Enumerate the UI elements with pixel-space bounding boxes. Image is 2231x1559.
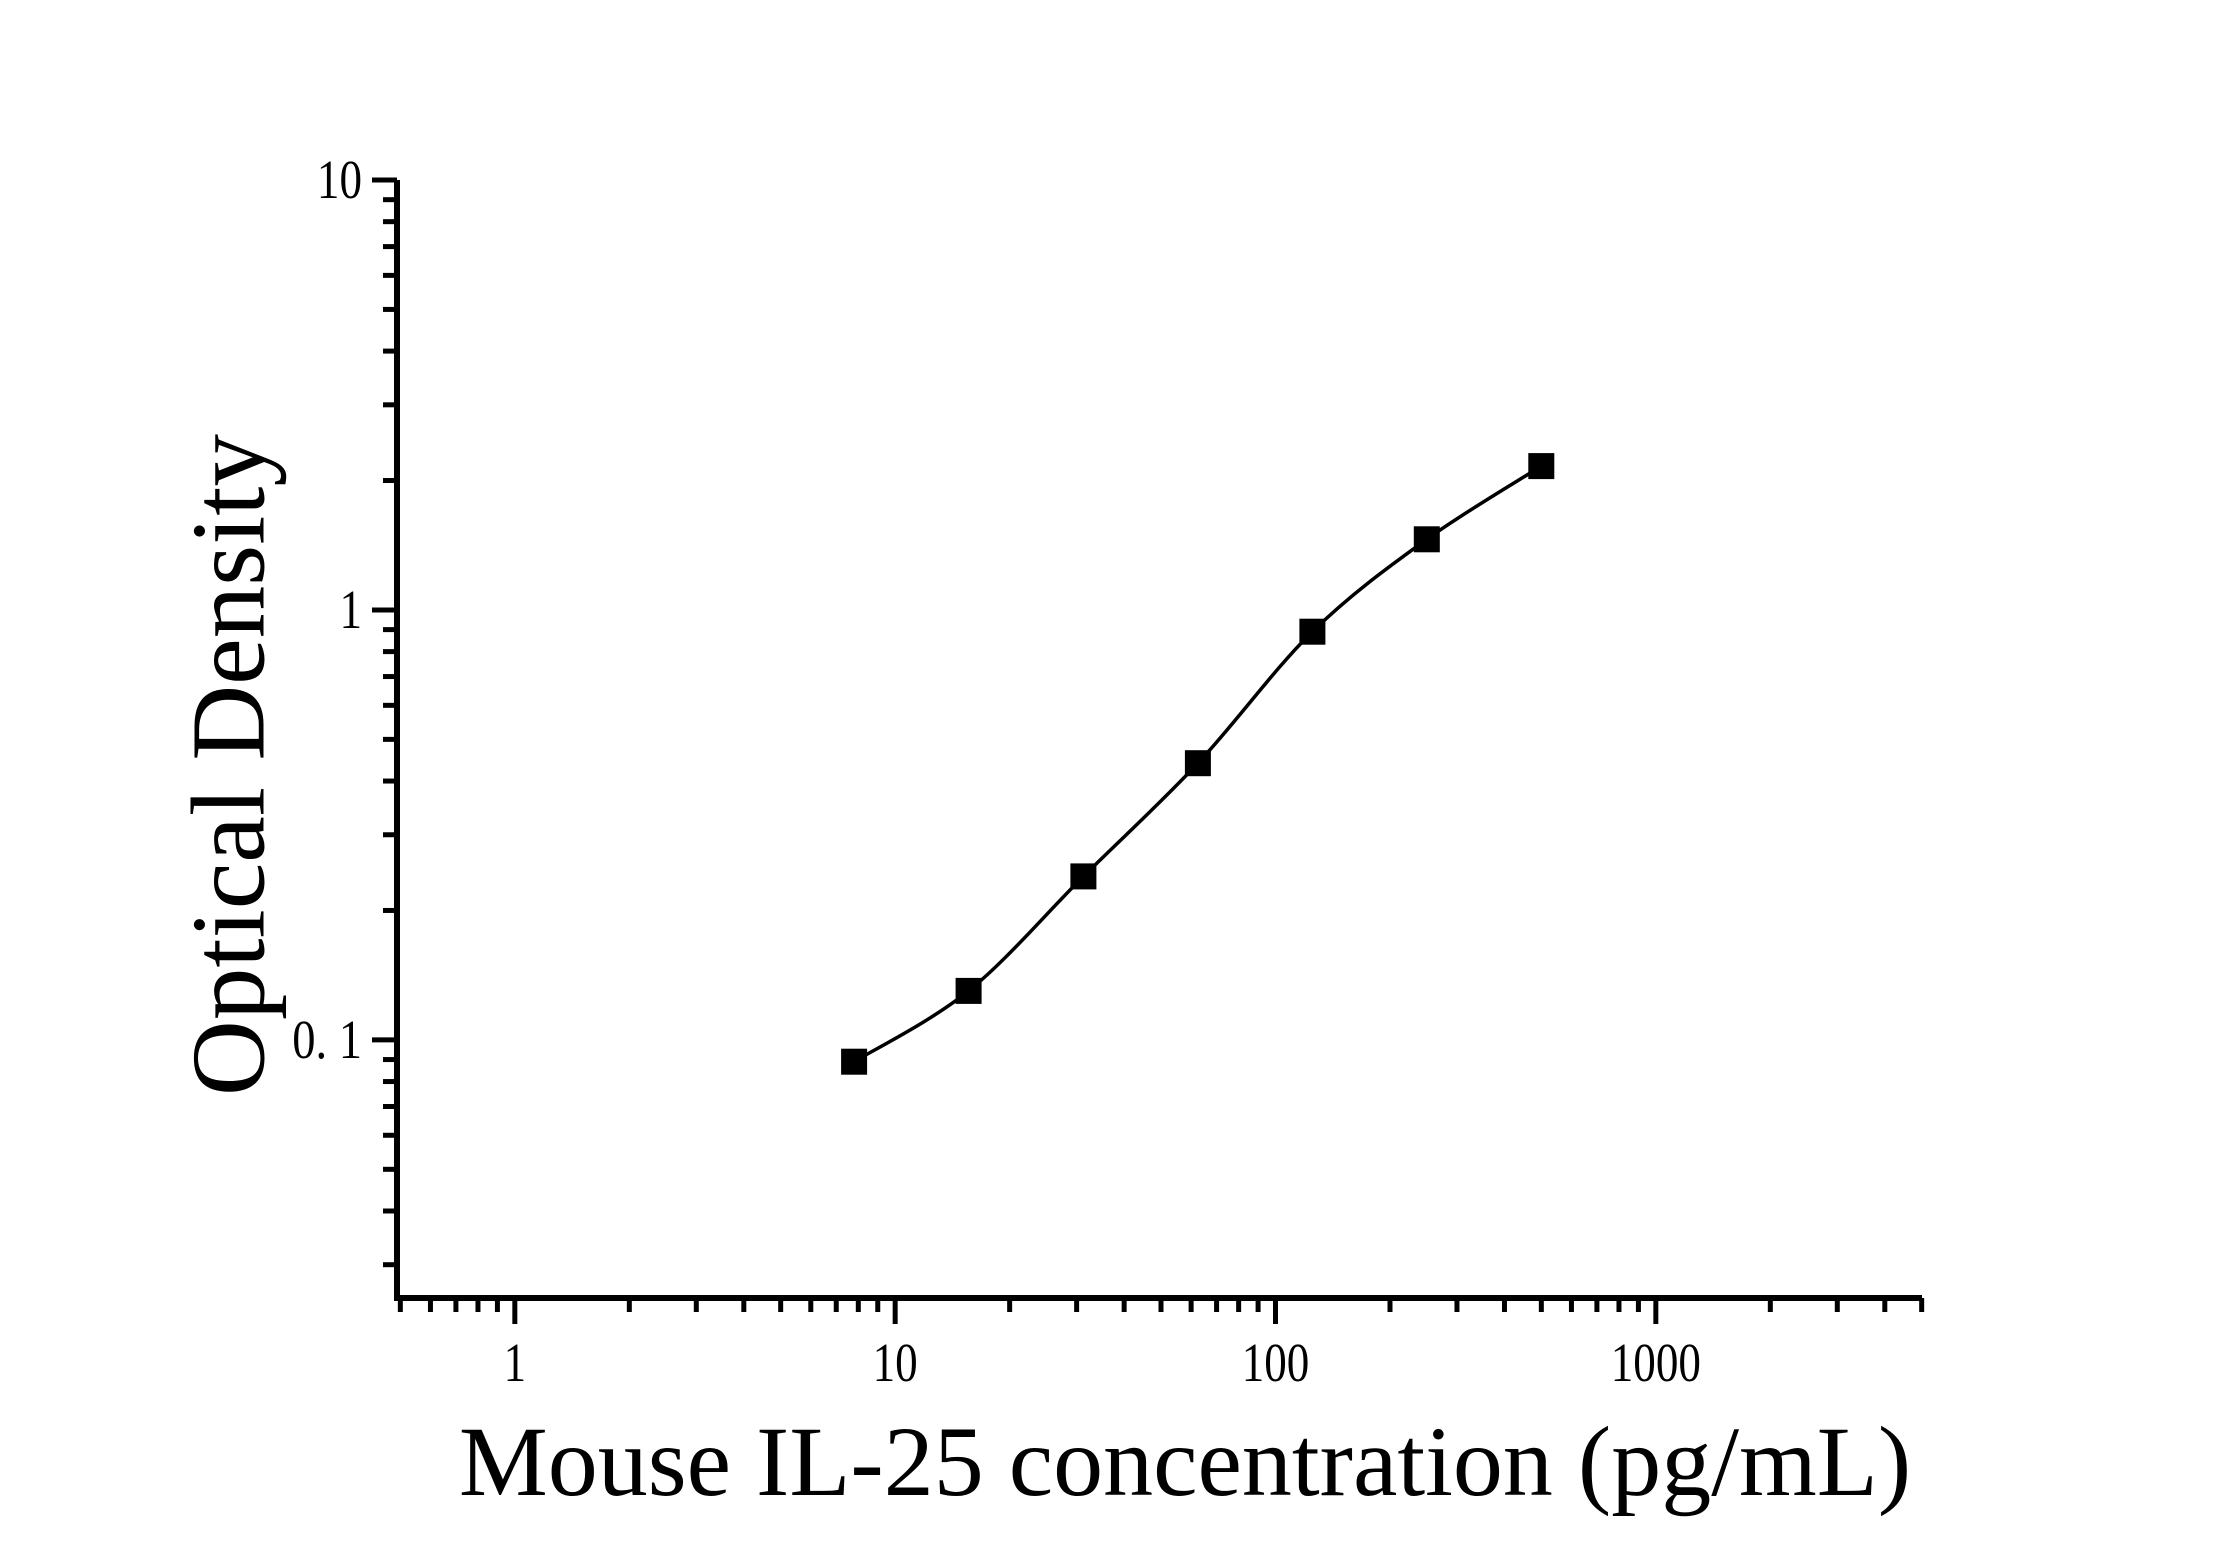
axes-frame xyxy=(394,180,1922,1301)
data-point-marker xyxy=(1528,453,1555,480)
y-axis-tick-label: 1 xyxy=(340,579,363,640)
data-point-marker xyxy=(955,977,982,1004)
x-axis-tick-label: 1 xyxy=(504,1332,527,1393)
data-point-marker xyxy=(1299,618,1326,645)
x-axis-title: Mouse IL-25 concentration (pg/mL) xyxy=(458,1406,1912,1517)
data-point-marker xyxy=(1070,863,1097,890)
y-axis-title: Optical Density xyxy=(169,434,287,1096)
y-axis-tick-label: 0. 1 xyxy=(292,1009,362,1070)
data-point-marker xyxy=(1413,526,1440,553)
y-axis-tick-label: 10 xyxy=(317,149,362,210)
x-axis-tick-label: 10 xyxy=(873,1332,918,1393)
data-point-marker xyxy=(1184,750,1211,777)
x-axis-tick-label: 100 xyxy=(1242,1332,1310,1393)
data-point-marker xyxy=(841,1048,868,1075)
x-axis-tick-label: 1000 xyxy=(1611,1332,1701,1393)
